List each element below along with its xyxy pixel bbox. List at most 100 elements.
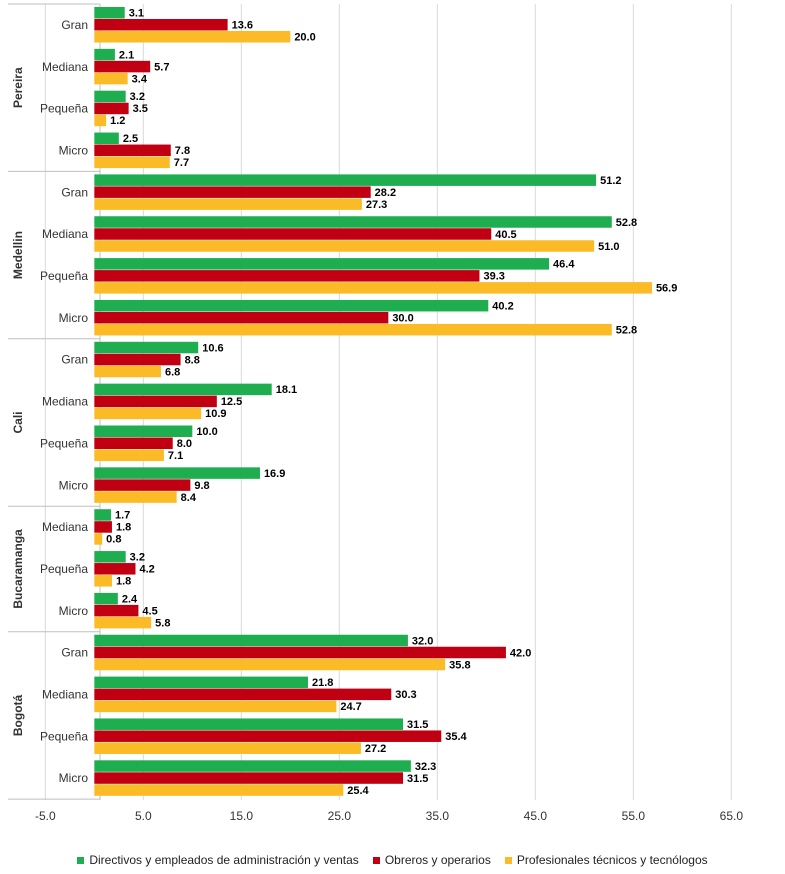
bar: [94, 19, 228, 31]
bar: [94, 551, 126, 563]
data-label: 27.3: [366, 199, 387, 211]
data-label: 27.2: [365, 743, 386, 755]
legend-swatch-obreros: [372, 856, 380, 864]
data-label: 39.3: [483, 271, 504, 283]
bar: [94, 60, 151, 73]
bar: [94, 299, 489, 312]
bar: [94, 156, 170, 169]
data-label: 31.5: [407, 773, 428, 785]
data-labels: 3.113.620.02.15.73.43.23.51.22.57.87.751…: [106, 8, 677, 797]
category-label: Pequeña: [40, 436, 88, 450]
data-label: 3.4: [132, 73, 148, 85]
category-label: Pequeña: [40, 102, 88, 116]
bar: [94, 634, 408, 647]
bar: [94, 31, 291, 43]
data-label: 0.8: [106, 534, 121, 546]
data-label: 7.1: [168, 450, 183, 462]
bar: [94, 700, 337, 713]
category-label: Mediana: [42, 520, 88, 534]
category-label: Pequeña: [40, 269, 88, 283]
bar: [94, 449, 164, 461]
data-label: 10.0: [196, 426, 217, 438]
bar: [94, 718, 404, 730]
legend-item-obreros: Obreros y operarios: [372, 853, 491, 867]
x-tick-label: 25.0: [328, 809, 352, 823]
data-label: 10.6: [202, 342, 223, 354]
bar: [94, 646, 506, 659]
bar: [94, 174, 597, 186]
data-label: 42.0: [510, 647, 531, 659]
data-label: 32.0: [412, 635, 433, 647]
bar: [94, 772, 404, 784]
bar: [94, 282, 652, 294]
category-label: Micro: [59, 771, 89, 785]
bar: [94, 592, 118, 605]
data-label: 24.7: [340, 701, 361, 713]
data-label: 56.9: [656, 283, 677, 295]
city-label: Bogotá: [11, 694, 25, 736]
data-label: 52.8: [616, 324, 637, 336]
data-label: 3.1: [129, 8, 144, 20]
bar: [94, 742, 361, 754]
bar: [94, 437, 173, 449]
legend-swatch-profesionales: [504, 856, 512, 864]
bar: [94, 521, 112, 533]
data-label: 3.2: [130, 91, 145, 103]
bar: [94, 48, 115, 61]
data-label: 16.9: [264, 468, 285, 480]
bar: [94, 383, 272, 396]
bar: [94, 491, 177, 503]
category-label: Mediana: [42, 395, 88, 409]
bar: [94, 616, 152, 629]
category-label: Mediana: [42, 60, 88, 74]
data-label: 8.4: [181, 492, 197, 504]
city-label: Cali: [11, 411, 25, 433]
legend-item-directivos: Directivos y empleados de administración…: [77, 853, 359, 867]
data-label: 4.5: [142, 605, 157, 617]
data-label: 52.8: [616, 217, 637, 229]
x-axis-ticks: -5.0 5.0 15.0 25.0 35.0 45.0 55.0 65.0: [35, 809, 743, 823]
legend-label-directivos: Directivos y empleados de administración…: [89, 853, 359, 867]
x-tick-label: 5.0: [135, 809, 152, 823]
x-tick-label: 45.0: [524, 809, 548, 823]
bar: [94, 676, 308, 689]
bars: [94, 7, 652, 796]
bar: [94, 353, 181, 366]
bar: [94, 7, 125, 19]
bar: [94, 467, 260, 479]
bar: [94, 198, 362, 210]
data-label: 18.1: [276, 384, 297, 396]
bar: [94, 216, 612, 228]
bar: [94, 90, 126, 103]
bar: [94, 228, 492, 240]
data-label: 5.8: [155, 617, 170, 629]
legend-label-profesionales: Profesionales técnicos y tecnólogos: [516, 853, 708, 867]
bar: [94, 102, 129, 115]
category-label: Mediana: [42, 227, 88, 241]
data-label: 30.3: [395, 689, 416, 701]
x-tick-label: 15.0: [230, 809, 254, 823]
data-label: 13.6: [232, 20, 253, 32]
category-label: Micro: [59, 604, 89, 618]
category-label: Gran: [61, 18, 88, 32]
data-label: 2.1: [119, 49, 134, 61]
data-label: 8.8: [185, 354, 200, 366]
bar: [94, 563, 136, 575]
bar: [94, 730, 442, 742]
data-label: 1.7: [115, 510, 130, 522]
category-label: Mediana: [42, 688, 88, 702]
group-separators: [8, 3, 100, 800]
bar: [94, 533, 103, 545]
category-labels: Gran Mediana Pequeña Micro Gran Mediana Pequeñ…: [40, 18, 88, 785]
data-label: 12.5: [221, 396, 242, 408]
city-label: Bucaramanga: [11, 529, 25, 609]
data-label: 2.4: [122, 593, 138, 605]
x-tick-label: -5.0: [35, 809, 56, 823]
category-label: Gran: [61, 646, 88, 660]
bar: [94, 575, 112, 587]
data-label: 51.0: [598, 241, 619, 253]
data-label: 9.8: [194, 480, 209, 492]
bar: [94, 365, 161, 378]
bar: [94, 72, 128, 85]
